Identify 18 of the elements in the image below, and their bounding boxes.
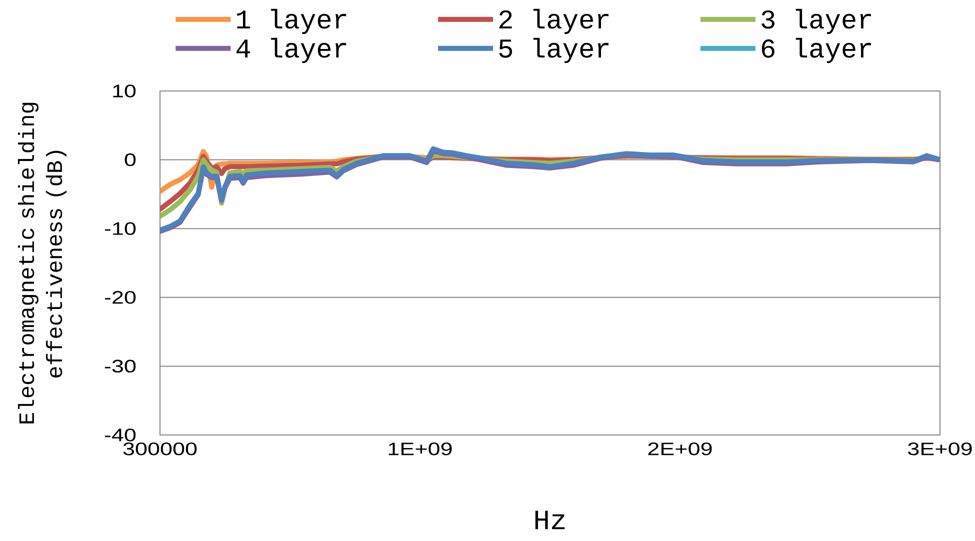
x-tick-label: 1E+09 [388, 442, 452, 456]
x-tick-label: 300000 [123, 442, 197, 456]
x-tick-label: 2E+09 [648, 442, 712, 456]
y-tick-label: -10 [104, 222, 136, 235]
y-tick-label: 10 [113, 84, 136, 98]
legend-label: 4 layer [236, 38, 346, 64]
x-tick-label: 3E+09 [908, 442, 972, 456]
legend-label: 6 layer [762, 38, 871, 64]
y-tick-label: -20 [104, 291, 136, 304]
y-tick-label: -40 [104, 428, 136, 442]
legend-label: 1 layer [237, 8, 346, 34]
legend-label: 3 layer [762, 8, 871, 34]
y-tick-label: 0 [124, 153, 136, 166]
legend-label: 2 layer [499, 8, 609, 34]
legend-label: 5 layer [499, 38, 609, 64]
y-tick-label: -30 [104, 360, 136, 373]
x-axis-title: Hz [535, 510, 565, 530]
y-axis-title: Electromagnetic shielding effectiveness (dB) [18, 102, 66, 424]
